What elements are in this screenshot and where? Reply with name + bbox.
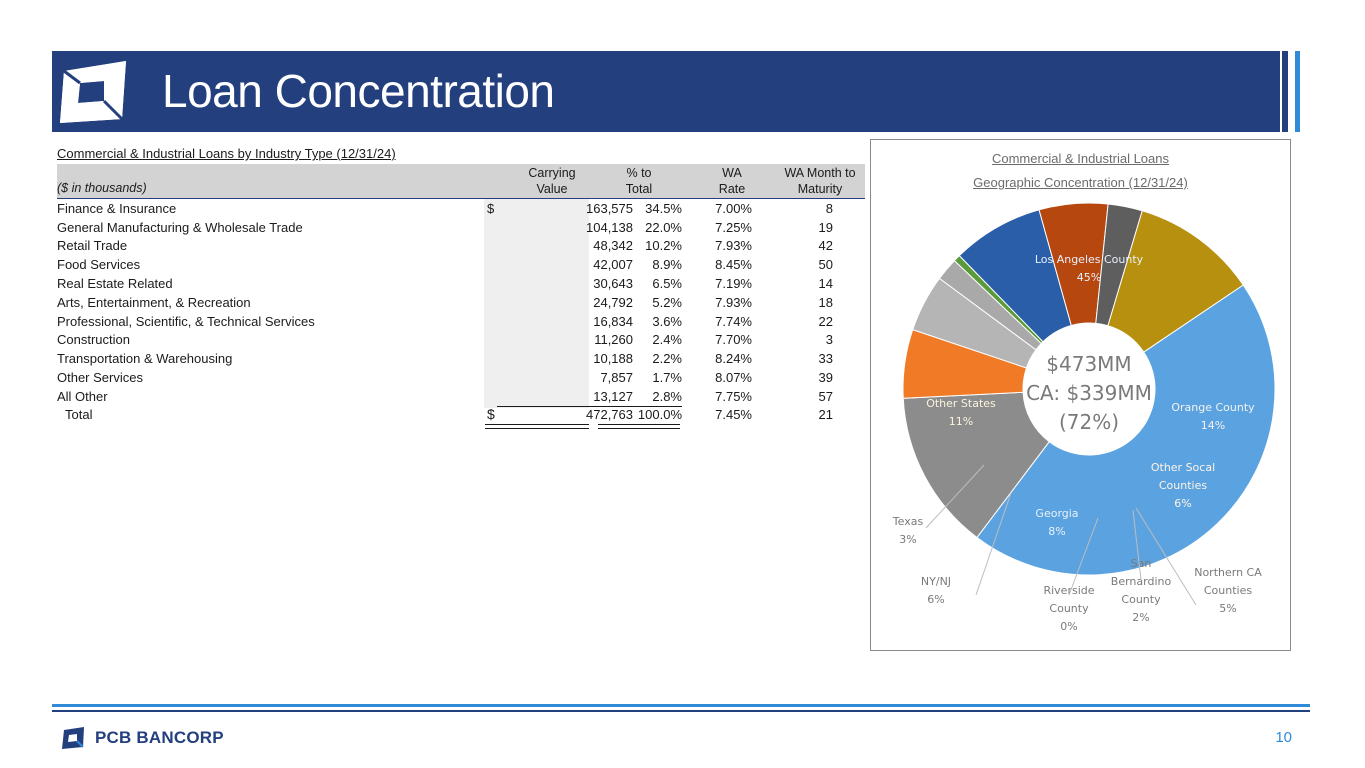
chart-subtitle: Geographic Concentration (12/31/24) [973, 175, 1188, 190]
total-double-underline [485, 424, 589, 429]
table-total-row: Total $ 472,763 100.0% 7.45% 21 [65, 406, 833, 422]
slice-label-texas: Texas 3% [892, 464, 985, 546]
table-title: Commercial & Industrial Loans by Industr… [57, 146, 396, 161]
svg-text:11%: 11% [949, 415, 973, 428]
chart-title: Commercial & Industrial Loans [991, 151, 1170, 166]
wa-maturity-header: WA Month to Maturity [784, 166, 856, 196]
svg-text:County: County [1049, 602, 1089, 615]
svg-text:Bernardino: Bernardino [1111, 575, 1172, 588]
svg-text:Riverside: Riverside [1043, 584, 1094, 597]
svg-text:2%: 2% [1132, 611, 1149, 624]
page-title: Loan Concentration [162, 65, 555, 117]
slice-label-san-bernardino-county: San Bernardino County 2% [1111, 509, 1172, 624]
svg-text:Other States: Other States [926, 397, 996, 410]
center-label: (72%) [1059, 410, 1119, 434]
geographic-pie-chart: Commercial & Industrial Loans Geographic… [870, 139, 1291, 651]
table-header: ($ in thousands) Carrying Value % to Total… [57, 164, 865, 199]
table-row: Food Services 42,007 8.9% 8.45% 50 [57, 257, 833, 272]
slice-label-orange-county: Orange County 14% [1171, 401, 1255, 432]
center-label: CA: $339MM [1026, 381, 1152, 405]
table-row: Transportation & Warehousing 10,188 2.2%… [57, 351, 833, 366]
svg-text:Northern CA: Northern CA [1194, 566, 1262, 579]
pie-svg: $473MM CA: $339MM (72%) Los Angeles County 4… [892, 202, 1276, 633]
slice-label-other-socal-counties: Other Socal Counties 6% [1151, 461, 1215, 510]
pcb-logo-icon [60, 61, 126, 123]
pct-total-header: % to Total [625, 166, 653, 196]
svg-text:Texas: Texas [892, 515, 924, 528]
slice-label-riverside-county: Riverside County 0% [1043, 517, 1099, 633]
svg-text:Los Angeles County: Los Angeles County [1035, 253, 1144, 266]
svg-text:Counties: Counties [1204, 584, 1252, 597]
footer-brand: PCB BANCORP [95, 728, 224, 747]
svg-text:Georgia: Georgia [1035, 507, 1078, 520]
svg-text:6%: 6% [927, 593, 944, 606]
svg-text:5%: 5% [1219, 602, 1236, 615]
table-row: Professional, Scientific, & Technical Se… [57, 314, 833, 329]
svg-text:San: San [1131, 557, 1152, 570]
slice-label-other-states: Other States 11% [926, 397, 996, 428]
table-row: Finance & Insurance $ 163,575 34.5% 7.00… [57, 201, 833, 216]
carrying-value-shading [484, 199, 589, 408]
wa-rate-header: WA Rate [718, 166, 746, 196]
slice-label-northern-ca-counties: Northern CA Counties 5% [1135, 507, 1262, 615]
svg-text:6%: 6% [1174, 497, 1191, 510]
title-banner: Loan Concentration [52, 51, 1280, 132]
slice-label-georgia: Georgia 8% [1035, 507, 1078, 538]
table-row: Retail Trade 48,342 10.2% 7.93% 42 [57, 238, 833, 253]
center-label: $473MM [1046, 352, 1131, 376]
slice-label-los-angeles-county: Los Angeles County 45% [1035, 253, 1144, 284]
footer-rule-dark [52, 710, 1310, 712]
svg-text:14%: 14% [1201, 419, 1225, 432]
svg-text:0%: 0% [1060, 620, 1077, 633]
table-row: Construction 11,260 2.4% 7.70% 3 [57, 332, 833, 347]
svg-text:45%: 45% [1077, 271, 1101, 284]
pcb-logo-icon [62, 727, 84, 749]
svg-text:County: County [1121, 593, 1161, 606]
svg-text:NY/NJ: NY/NJ [921, 575, 951, 588]
svg-text:3%: 3% [899, 533, 916, 546]
svg-text:Orange County: Orange County [1171, 401, 1255, 414]
header-accent-bar [1282, 51, 1288, 132]
units-label: ($ in thousands) [57, 181, 147, 195]
slice-label-ny-nj: NY/NJ 6% [921, 492, 1012, 606]
table-row: All Other 13,127 2.8% 7.75% 57 [57, 387, 865, 407]
svg-text:Other Socal: Other Socal [1151, 461, 1215, 474]
table-row: General Manufacturing & Wholesale Trade … [57, 220, 833, 235]
header-accent-bar-light [1295, 51, 1300, 132]
table-row: Real Estate Related 30,643 6.5% 7.19% 14 [57, 276, 833, 291]
page-number: 10 [1275, 729, 1292, 746]
svg-text:Counties: Counties [1159, 479, 1207, 492]
total-double-underline [598, 424, 680, 429]
table-row: Other Services 7,857 1.7% 8.07% 39 [57, 370, 833, 385]
donut-center [1023, 323, 1155, 455]
footer-rule [52, 704, 1310, 707]
carrying-value-header: Carrying Value [528, 166, 576, 196]
table-row: Arts, Entertainment, & Recreation 24,792… [57, 295, 833, 310]
svg-text:8%: 8% [1048, 525, 1065, 538]
